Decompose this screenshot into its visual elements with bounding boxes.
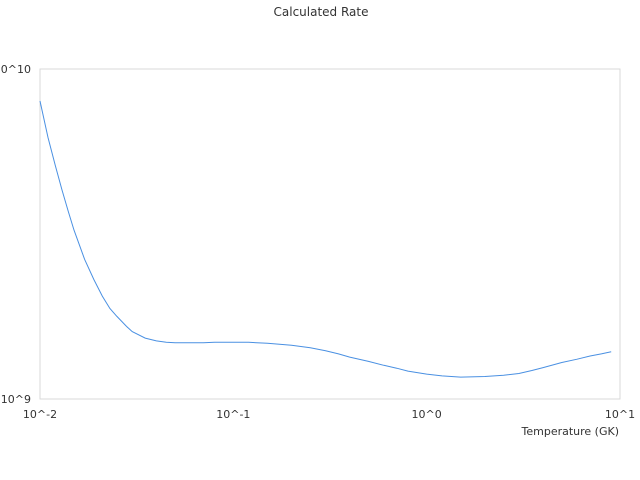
x-axis-label: Temperature (GK) <box>521 425 620 438</box>
x-tick-label: 10^1 <box>605 408 635 421</box>
y-axis-ticks: 10^9 0^10 <box>1 63 31 406</box>
y-tick-label: 10^9 <box>1 393 31 406</box>
plot-frame <box>39 68 621 400</box>
y-tick-label: 0^10 <box>1 63 31 76</box>
chart-title: Calculated Rate <box>274 5 369 19</box>
x-tick-label: 10^-2 <box>23 408 57 421</box>
x-tick-label: 10^0 <box>412 408 442 421</box>
series-line <box>39 100 612 378</box>
x-tick-label: 10^-1 <box>216 408 250 421</box>
x-axis-ticks: 10^-2 10^-1 10^0 10^1 <box>23 408 635 421</box>
